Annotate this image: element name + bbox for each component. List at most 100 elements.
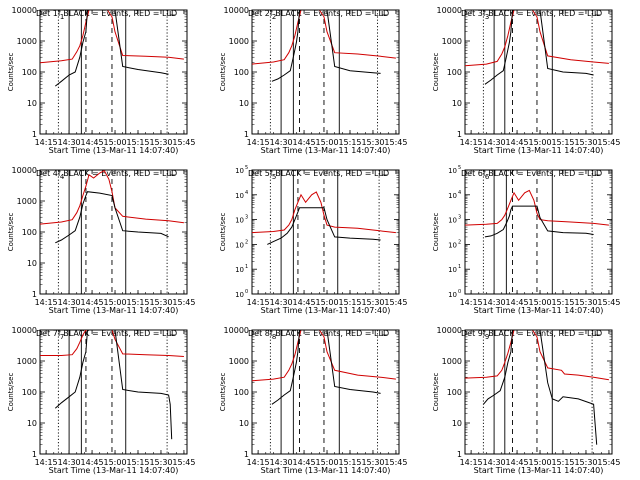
x-tick-label: 15:00 <box>316 298 339 307</box>
y-tick-label: 10000 <box>12 166 37 175</box>
lld-series-line <box>252 10 396 65</box>
y-tick-label: 1 <box>244 450 249 459</box>
y-tick-label: 1 <box>32 450 37 459</box>
lld-series-line <box>252 330 396 382</box>
y-tick-label: 100 <box>22 388 37 397</box>
plot-frame <box>251 169 400 295</box>
y-axis-title: Counts/sec <box>432 373 440 412</box>
chart-title: Det 6f BLACK = Events, RED = LLD <box>461 169 602 178</box>
x-tick-label: 14:30 <box>58 298 81 307</box>
y-axis-title: Counts/sec <box>7 373 15 412</box>
x-tick-label: 14:30 <box>270 458 293 467</box>
plot-frame <box>251 329 400 455</box>
x-axis-title: Start Time (13-Mar-11 14:07:40) <box>474 146 604 155</box>
y-tick-label: 10 <box>235 241 244 249</box>
events-series-line <box>484 10 594 85</box>
y-tick-label: 100 <box>447 68 462 77</box>
chart-title: Det 8f BLACK = Events, RED = LLD <box>248 329 389 338</box>
panel-number-label: 9 <box>485 333 489 341</box>
x-tick-label: 14:15 <box>35 298 58 307</box>
x-tick-label: 15:00 <box>104 298 127 307</box>
range-marker <box>594 331 601 336</box>
y-tick-exponent: 2 <box>245 239 248 245</box>
panel-number-label: 4 <box>60 173 65 181</box>
x-tick-label: 14:15 <box>460 458 483 467</box>
chart-title: Det 1f BLACK = Events, RED = LLD <box>36 9 177 18</box>
plot-frame <box>251 9 400 135</box>
events-series-line <box>484 205 594 238</box>
x-tick-label: 15:45 <box>172 458 195 467</box>
x-tick-label: 15:00 <box>316 458 339 467</box>
y-tick-label: 10 <box>27 259 37 268</box>
x-tick-label: 14:45 <box>506 298 529 307</box>
y-tick-label: 10 <box>235 266 244 274</box>
y-tick-label: 10 <box>448 291 457 299</box>
y-tick-exponent: 0 <box>245 289 248 295</box>
x-tick-label: 14:30 <box>483 298 506 307</box>
chart-title: Det 9f BLACK = Events, RED = LLD <box>461 329 602 338</box>
y-tick-label: 10 <box>448 241 457 249</box>
x-tick-label: 14:30 <box>270 298 293 307</box>
y-tick-label: 1000 <box>17 37 37 46</box>
y-axis-title: Counts/sec <box>219 213 227 252</box>
x-axis-title: Start Time (13-Mar-11 14:07:40) <box>474 306 604 315</box>
x-tick-label: 15:45 <box>597 138 620 147</box>
x-tick-label: 15:30 <box>574 298 597 307</box>
plot-frame <box>39 9 188 135</box>
panel-number-label: 6 <box>485 173 490 181</box>
y-tick-label: 1000 <box>17 357 37 366</box>
x-tick-label: 15:00 <box>529 458 552 467</box>
lld-series-line <box>252 191 396 234</box>
chart-title: Det 7f BLACK = Events, RED = LLD <box>36 329 177 338</box>
x-tick-label: 14:15 <box>247 138 270 147</box>
y-tick-exponent: 3 <box>245 215 248 221</box>
range-marker <box>594 11 601 16</box>
events-series-line <box>271 330 381 405</box>
lld-series-line <box>40 330 184 357</box>
x-tick-label: 15:30 <box>361 298 384 307</box>
y-tick-label: 1 <box>457 130 462 139</box>
y-tick-label: 10000 <box>437 6 462 15</box>
x-tick-label: 15:30 <box>574 458 597 467</box>
x-tick-label: 14:15 <box>460 138 483 147</box>
y-tick-label: 10000 <box>12 326 37 335</box>
plot-frame <box>39 169 188 295</box>
x-tick-label: 14:30 <box>58 138 81 147</box>
x-tick-label: 14:15 <box>460 298 483 307</box>
chart-title: Det 4f BLACK = Events, RED = LLD <box>36 169 177 178</box>
x-tick-label: 15:00 <box>316 138 339 147</box>
x-tick-label: 14:15 <box>247 298 270 307</box>
plot-frame <box>464 169 613 295</box>
panel-number-label: 5 <box>272 173 276 181</box>
y-axis-title: Counts/sec <box>219 53 227 92</box>
x-axis-title: Start Time (13-Mar-11 14:07:40) <box>261 466 391 475</box>
x-tick-label: 15:15 <box>126 298 149 307</box>
lld-series-line <box>40 170 184 225</box>
x-tick-label: 14:30 <box>270 138 293 147</box>
plot-frame <box>39 329 188 455</box>
lld-series-line <box>465 189 609 226</box>
range-marker <box>169 331 176 336</box>
events-series-line <box>54 10 169 87</box>
x-axis-title: Start Time (13-Mar-11 14:07:40) <box>49 146 179 155</box>
x-tick-label: 14:15 <box>247 458 270 467</box>
events-series-line <box>483 330 598 445</box>
x-axis-title: Start Time (13-Mar-11 14:07:40) <box>261 146 391 155</box>
events-series-line <box>271 10 381 82</box>
x-tick-label: 15:45 <box>597 458 620 467</box>
x-tick-label: 15:45 <box>172 138 195 147</box>
y-tick-label: 1000 <box>442 37 462 46</box>
x-axis-title: Start Time (13-Mar-11 14:07:40) <box>474 466 604 475</box>
x-tick-label: 14:15 <box>35 138 58 147</box>
x-tick-label: 15:45 <box>172 298 195 307</box>
y-tick-label: 10000 <box>224 326 249 335</box>
y-tick-label: 10000 <box>12 6 37 15</box>
x-tick-label: 15:15 <box>338 298 361 307</box>
y-axis-title: Counts/sec <box>432 53 440 92</box>
